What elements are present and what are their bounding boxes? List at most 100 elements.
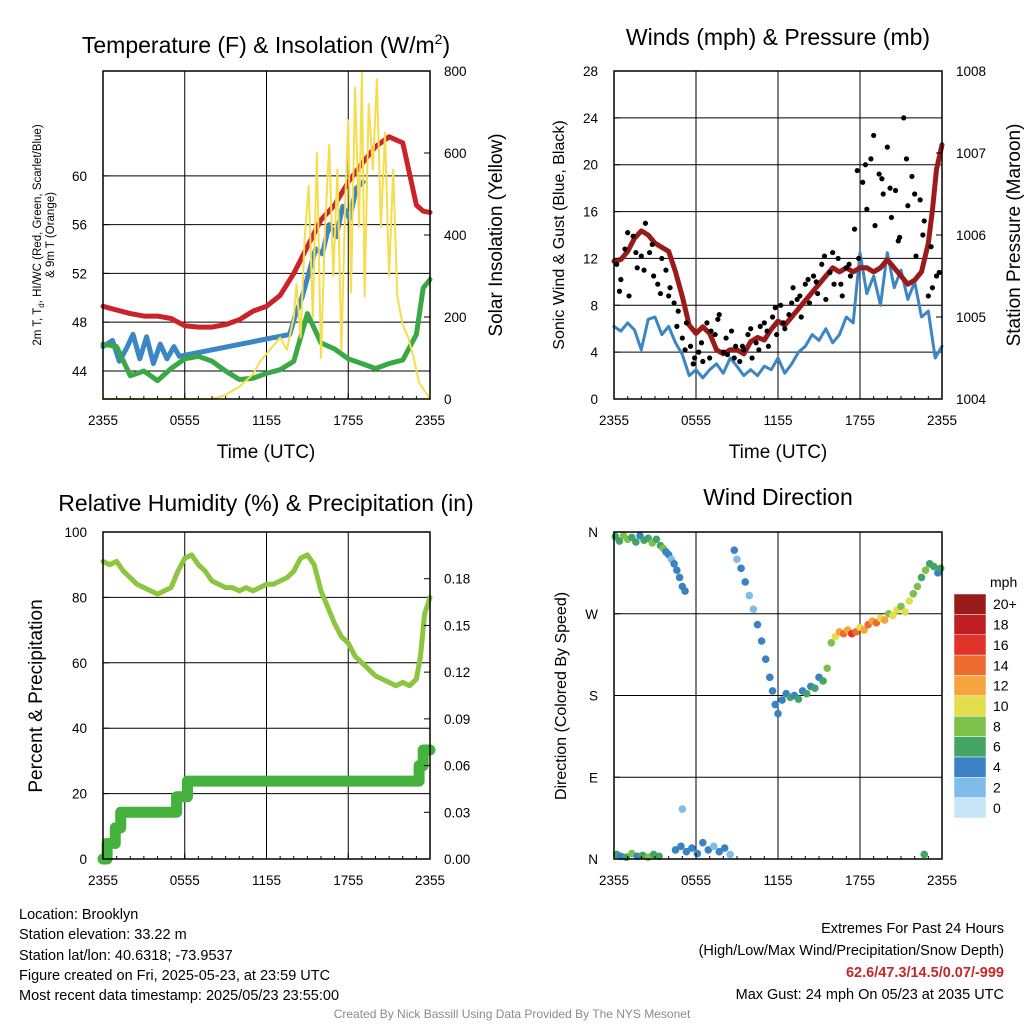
- gust-point: [698, 340, 705, 346]
- x-tick-label: 2355: [599, 413, 629, 428]
- direction-point: [745, 591, 754, 600]
- colorbar-label: 16: [993, 637, 1009, 653]
- colorbar-title: mph: [990, 574, 1017, 590]
- direction-point: [720, 844, 729, 852]
- insolation-line: [102, 70, 431, 400]
- direction-point: [802, 689, 811, 698]
- x-tick-label: 1155: [252, 413, 281, 428]
- direction-grid: [614, 532, 942, 859]
- gust-point: [887, 185, 893, 191]
- gust-point: [880, 191, 886, 197]
- y-tick-label: 0: [590, 392, 598, 407]
- colorbar-swatch: [953, 777, 987, 798]
- colorbar-swatch: [953, 736, 987, 758]
- temperature-series: [100, 70, 433, 400]
- x-tick-label: 1755: [333, 873, 363, 888]
- humidity-panel: Relative Humidity (%) & Precipitation (i…: [26, 490, 474, 888]
- y-tick-label: 40: [72, 721, 87, 736]
- gust-point: [936, 269, 942, 276]
- humidity-ticks: 2355 0555 1155 1755 23550204060801000.000.03…: [64, 525, 470, 888]
- direction-point: [901, 608, 909, 616]
- colorbar-label: 8: [993, 718, 1001, 734]
- gust-point: [692, 355, 698, 361]
- precip-line: [97, 744, 436, 865]
- y2-tick-label: 400: [444, 228, 467, 243]
- colorbar-swatch: [953, 675, 987, 697]
- gust-point: [671, 300, 677, 306]
- gust-point: [901, 115, 907, 121]
- colorbar-label: 10: [993, 698, 1009, 714]
- gust-point: [892, 187, 899, 194]
- gust-point: [917, 197, 923, 203]
- colorbar-swatch: [953, 654, 987, 676]
- gust-point: [868, 156, 874, 162]
- gust-point: [854, 167, 860, 174]
- y-tick-label: 20: [72, 787, 87, 802]
- x-tick-label: 1755: [333, 413, 363, 428]
- y-tick-label: 60: [72, 169, 87, 184]
- gust-point: [819, 261, 825, 267]
- direction-point: [921, 566, 930, 574]
- gust-point: [625, 230, 631, 236]
- gust-point: [794, 296, 800, 303]
- direction-point: [827, 639, 836, 647]
- direction-point: [936, 564, 945, 573]
- y-tick-label: 80: [72, 590, 87, 605]
- x-tick-label: 2355: [88, 413, 118, 428]
- direction-tick-label: N: [588, 852, 598, 867]
- direction-point: [652, 535, 661, 544]
- gust-point: [707, 355, 713, 361]
- gust-point: [846, 261, 852, 267]
- y2-tick-label: 1007: [956, 146, 986, 161]
- direction-point: [726, 850, 734, 859]
- gust-point: [780, 320, 787, 326]
- direction-panel: Wind Direction 2355 0555 1155 1755 2355NESWN…: [553, 484, 1017, 888]
- y-tick-label: 56: [72, 218, 87, 233]
- gust-point: [733, 343, 739, 349]
- colorbar-label: 4: [993, 759, 1001, 775]
- direction-tick-label: E: [589, 770, 598, 785]
- colorbar-label: 20+: [993, 596, 1017, 612]
- direction-point: [819, 677, 827, 685]
- direction-point: [757, 637, 766, 645]
- gust-point: [655, 281, 661, 287]
- meteogram-charts: Temperature (F) & Insolation (W/m2) 2355…: [26, 24, 1024, 888]
- x-tick-label: 0555: [681, 873, 711, 888]
- gust-point: [851, 226, 858, 232]
- y2-tick-label: 1006: [956, 228, 986, 243]
- gust-point: [667, 285, 673, 291]
- gust-point: [739, 343, 746, 349]
- winds-series: [611, 115, 945, 380]
- gust-point: [715, 316, 721, 322]
- colorbar-swatch: [953, 614, 987, 635]
- gust-point: [856, 255, 862, 262]
- x-tick-label: 2355: [927, 873, 957, 888]
- y2-tick-label: 0.06: [444, 759, 470, 774]
- direction-title: Wind Direction: [703, 484, 853, 510]
- colorbar-label: 12: [993, 678, 1009, 694]
- x-tick-label: 1155: [763, 413, 792, 428]
- direction-point: [761, 655, 770, 663]
- colorbar-label: 6: [993, 739, 1001, 755]
- direction-point: [704, 846, 713, 854]
- x-tick-label: 2355: [415, 413, 445, 428]
- temp-line: [100, 134, 433, 330]
- x-tick-label: 2355: [415, 873, 445, 888]
- gust-point: [805, 276, 811, 283]
- gust-point: [884, 144, 890, 150]
- direction-point: [632, 538, 640, 546]
- direction-point: [678, 805, 687, 813]
- winds-xlabel: Time (UTC): [729, 442, 828, 463]
- colorbar-label: 18: [993, 617, 1009, 633]
- y-tick-label: 44: [72, 364, 88, 379]
- colorbar-swatch: [953, 634, 987, 656]
- gust-point: [765, 343, 772, 349]
- gust-point: [757, 323, 763, 329]
- gust-point: [761, 320, 767, 326]
- y-tick-label: 48: [72, 315, 87, 330]
- gust-point: [802, 281, 808, 287]
- direction-point: [909, 589, 918, 598]
- gust-point: [888, 214, 895, 221]
- direction-point: [774, 709, 782, 718]
